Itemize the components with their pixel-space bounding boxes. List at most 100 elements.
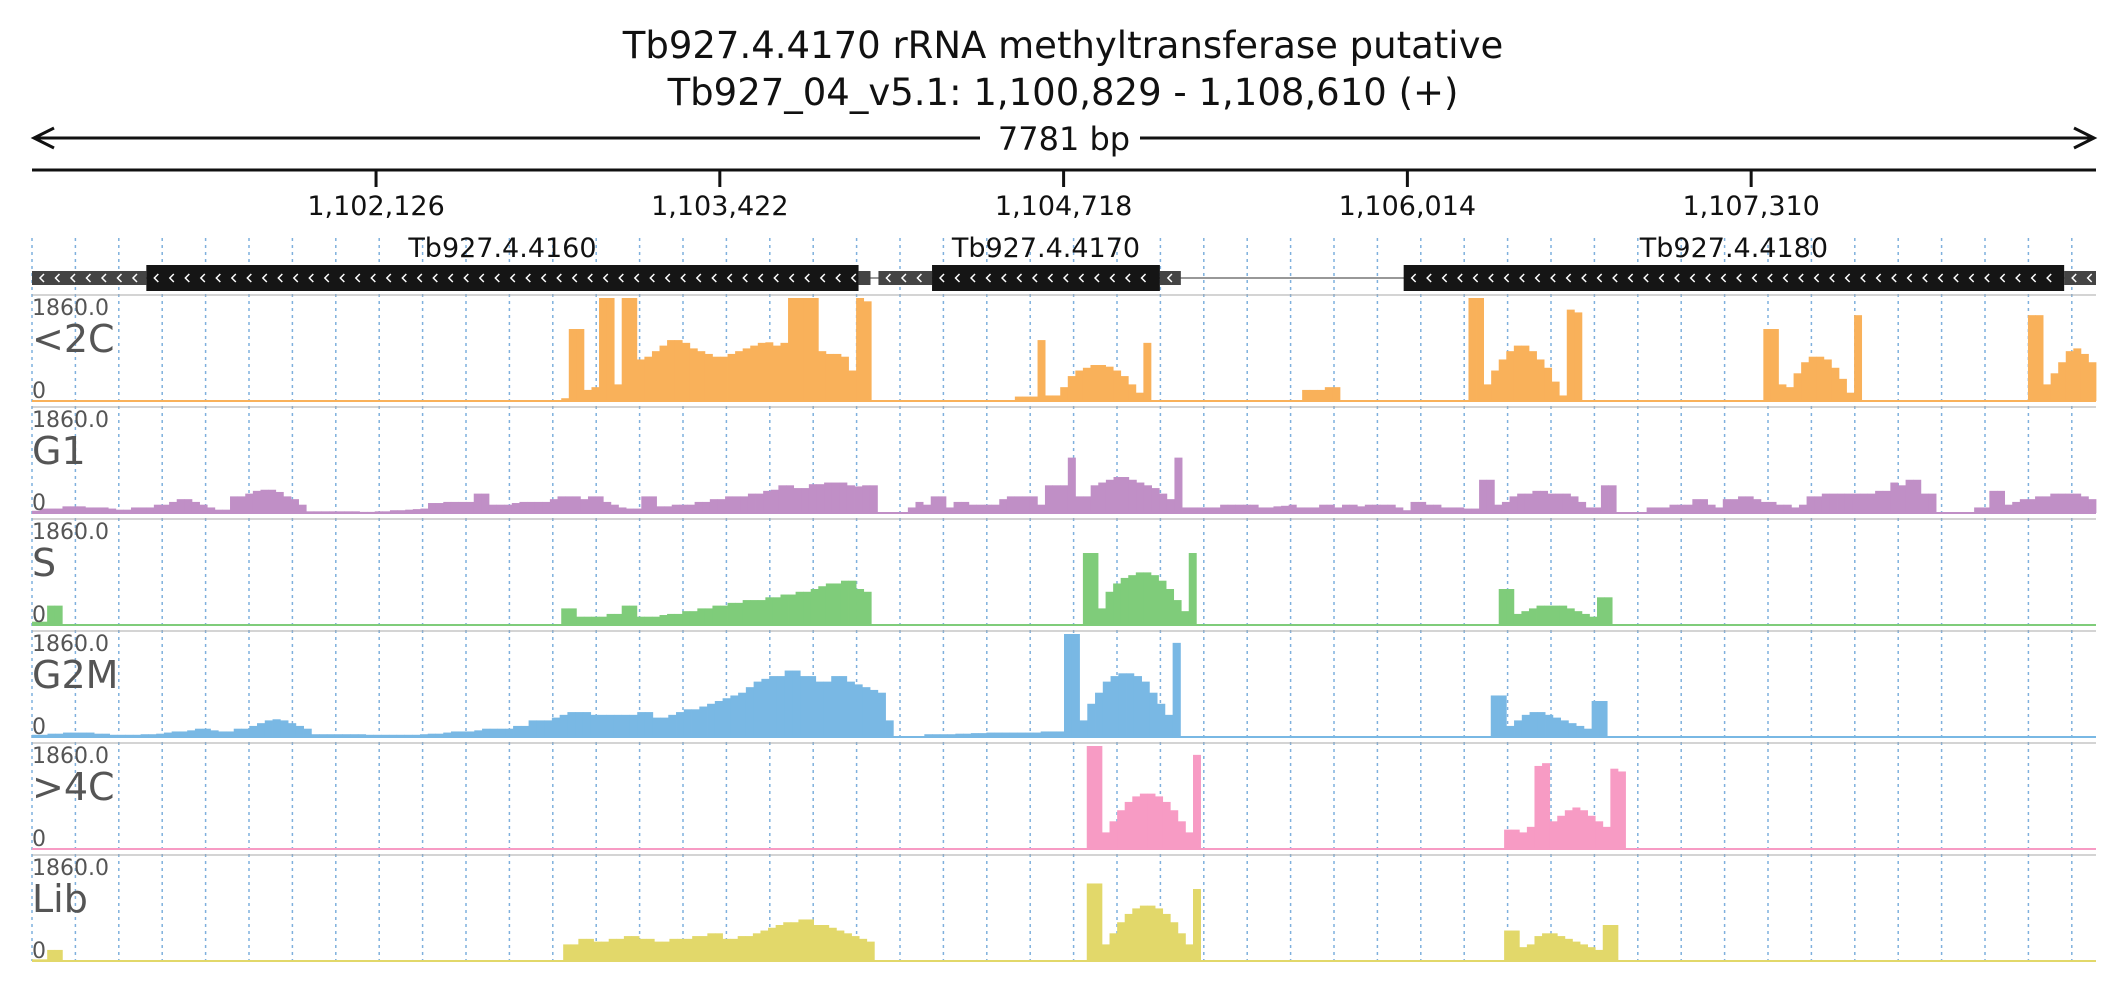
coverage-bar <box>1380 504 1389 513</box>
gene-utr <box>32 271 147 285</box>
coverage-bar <box>669 938 678 961</box>
strand-chevron <box>85 273 92 283</box>
coverage-bar <box>1890 482 1899 513</box>
coverage-bar <box>1048 731 1057 737</box>
coverage-bar <box>689 611 698 625</box>
coverage-bar <box>1133 676 1142 737</box>
coverage-bar <box>824 482 833 513</box>
coverage-bar <box>599 298 607 401</box>
coverage-bar <box>763 490 772 513</box>
coverage-bar <box>1562 493 1571 513</box>
coverage-bar <box>591 387 600 401</box>
strand-chevron <box>100 273 107 283</box>
coverage-bar <box>1250 504 1259 513</box>
coverage-bar <box>1852 493 1861 513</box>
coverage-bar <box>1098 365 1106 401</box>
coverage-bar <box>1157 703 1166 737</box>
coverage-bar <box>1476 298 1484 401</box>
strand-chevron <box>938 273 945 283</box>
coverage-bar <box>930 496 939 513</box>
coverage-bar <box>614 613 623 625</box>
coverage-bar <box>750 345 759 401</box>
coverage-bar <box>608 938 617 961</box>
gene-utr <box>858 271 871 285</box>
coverage-bar <box>1595 821 1604 849</box>
strand-chevron <box>1736 273 1742 283</box>
coverage-bar <box>1529 712 1538 737</box>
coverage-bar <box>795 591 804 625</box>
coverage-bar <box>1600 485 1609 513</box>
coverage-bar <box>47 605 56 625</box>
coverage-bar <box>1753 499 1762 513</box>
coverage-bar <box>1920 493 1929 513</box>
strand-chevron <box>1968 273 1975 283</box>
coverage-bar <box>397 510 406 513</box>
strand-chevron <box>556 273 562 283</box>
coverage-bar <box>39 621 48 625</box>
coverage-bar <box>712 356 721 401</box>
coverage-bar <box>637 712 646 737</box>
coverage-bar <box>2080 496 2089 513</box>
coverage-bar <box>1597 597 1605 625</box>
strand-chevron <box>1062 273 1069 283</box>
coverage-bar <box>1147 905 1156 961</box>
coverage-bar <box>644 356 653 401</box>
coverage-bar <box>1654 507 1663 513</box>
coverage-bar <box>1288 504 1297 513</box>
gene-utr <box>2064 271 2096 285</box>
strand-chevron <box>153 273 159 283</box>
coverage-bar <box>458 731 467 737</box>
coverage-bar <box>513 725 522 737</box>
coverage-bar <box>303 728 312 737</box>
coverage-bar <box>1928 493 1937 513</box>
coverage-bar <box>1296 507 1305 513</box>
strand-chevron <box>1596 273 1603 283</box>
coverage-bar <box>161 504 170 513</box>
coverage-bar <box>1791 507 1800 513</box>
coverage-bar <box>1801 362 1810 401</box>
strand-chevron <box>168 273 175 283</box>
coverage-bar <box>1281 505 1290 513</box>
strand-chevron <box>788 273 795 283</box>
coverage-bar <box>1483 384 1492 401</box>
coverage-bar <box>610 504 619 513</box>
coverage-bar <box>156 733 165 737</box>
coverage-bar <box>2027 499 2036 513</box>
coverage-bar <box>730 938 739 961</box>
coverage-bar <box>709 499 718 513</box>
strand-chevron <box>680 273 686 283</box>
coverage-bar <box>557 496 566 513</box>
coverage-bar <box>955 733 964 737</box>
coverage-bar <box>280 720 289 737</box>
coverage-bar <box>735 351 744 401</box>
coverage-bar <box>1185 944 1194 961</box>
coverage-bar <box>1433 504 1442 513</box>
coverage-bar <box>70 506 79 513</box>
strand-chevron <box>1140 273 1147 283</box>
gene-label: Tb927.4.4160 <box>407 233 596 264</box>
coverage-bar <box>1105 591 1114 625</box>
coverage-bar <box>1273 506 1282 513</box>
coverage-bar <box>923 504 932 513</box>
strand-chevron <box>726 273 733 283</box>
coverage-bar <box>843 933 852 961</box>
coverage-bar <box>488 504 497 513</box>
coverage-bar <box>828 927 837 961</box>
coverage-bar <box>1060 485 1069 513</box>
coverage-bar <box>1193 889 1201 961</box>
coverage-bar <box>1494 504 1503 513</box>
strand-chevron <box>1410 273 1417 283</box>
chart-subtitle: Tb927_04_v5.1: 1,100,829 - 1,108,610 (+) <box>667 71 1459 114</box>
coverage-bar <box>1082 367 1091 401</box>
coverage-bar <box>1814 496 1823 513</box>
strand-chevron <box>664 273 671 283</box>
coverage-bar <box>1105 366 1114 401</box>
coverage-bar <box>62 506 71 513</box>
coverage-bar <box>1220 504 1229 513</box>
coverage-bar <box>381 734 390 737</box>
strand-chevron <box>1875 273 1882 283</box>
coverage-bar <box>691 709 700 737</box>
strand-chevron <box>416 273 423 283</box>
strand-chevron <box>850 273 857 283</box>
strand-chevron <box>116 273 123 283</box>
